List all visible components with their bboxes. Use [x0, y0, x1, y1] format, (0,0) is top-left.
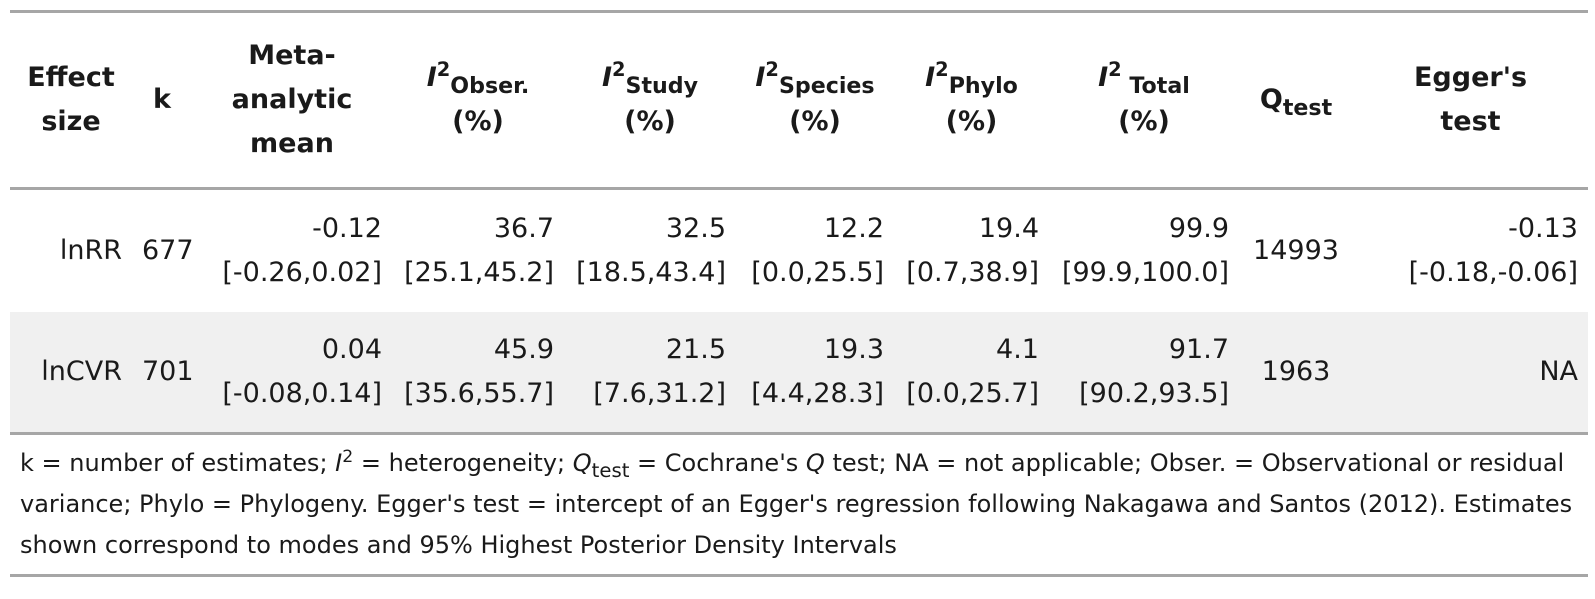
header-i2-phylo: I2Phylo (%): [925, 58, 1018, 137]
cell-total: 91.7 [90.2,93.5]: [1049, 312, 1239, 432]
cell-effect: lnCVR: [10, 312, 132, 432]
cell-obser: 45.9 [35.6,55.7]: [392, 312, 564, 432]
results-table-container: Effect size k Meta- analytic mean I2Obse…: [10, 10, 1588, 577]
bottom-rule: [10, 574, 1588, 577]
header-rule: [10, 187, 1588, 190]
cell-obser: 36.7 [25.1,45.2]: [404, 213, 554, 288]
cell-q: 14993: [1253, 235, 1339, 266]
header-i2-obser: I2Obser. (%): [426, 58, 530, 137]
header-i2-species: I2Species (%): [755, 58, 875, 137]
header-i2-study: I2Study (%): [601, 58, 699, 137]
cell-species: 19.3 [4.4,28.3]: [736, 312, 894, 432]
header-i2-total: I2 Total (%): [1098, 58, 1190, 137]
cell-k: 701: [132, 312, 194, 432]
table-body: lnRR 677 -0.12 [-0.26,0.02] 36.7 [25.1,45.…: [10, 187, 1588, 432]
mid-rule: [10, 432, 1588, 435]
heterogeneity-table: Effect size k Meta- analytic mean I2Obse…: [10, 13, 1588, 432]
top-rule: [10, 10, 1588, 13]
header-k: k: [153, 84, 171, 115]
cell-k: 677: [142, 235, 194, 266]
header-row: Effect size k Meta- analytic mean I2Obse…: [10, 13, 1588, 187]
header-effect-size: Effect size: [27, 62, 115, 137]
cell-study: 21.5 [7.6,31.2]: [564, 312, 736, 432]
cell-total: 99.9 [99.9,100.0]: [1061, 213, 1229, 288]
cell-mean: -0.12 [-0.26,0.02]: [222, 213, 382, 288]
header-q-test: Qtest: [1259, 84, 1333, 121]
header-meta-analytic-mean: Meta- analytic mean: [231, 40, 353, 159]
table-row-lnrr: lnRR 677 -0.12 [-0.26,0.02] 36.7 [25.1,45.…: [10, 190, 1588, 312]
table-footnote: k = number of estimates; I2 = heterogene…: [20, 447, 1573, 559]
table-header: Effect size k Meta- analytic mean I2Obse…: [10, 13, 1588, 187]
cell-q: 1963: [1239, 312, 1353, 432]
cell-phylo: 4.1 [0.0,25.7]: [894, 312, 1049, 432]
cell-egger: NA: [1353, 312, 1588, 432]
cell-species: 12.2 [0.0,25.5]: [751, 213, 884, 288]
cell-egger: -0.13 [-0.18,-0.06]: [1408, 213, 1578, 288]
cell-phylo: 19.4 [0.7,38.9]: [906, 213, 1039, 288]
table-row-lncvr: lnCVR 701 0.04 [-0.08,0.14] 45.9 [35.6,55.…: [10, 312, 1588, 432]
header-eggers-test: Egger's test: [1413, 62, 1528, 137]
cell-effect: lnRR: [59, 235, 122, 266]
cell-mean: 0.04 [-0.08,0.14]: [192, 312, 392, 432]
cell-study: 32.5 [18.5,43.4]: [576, 213, 726, 288]
